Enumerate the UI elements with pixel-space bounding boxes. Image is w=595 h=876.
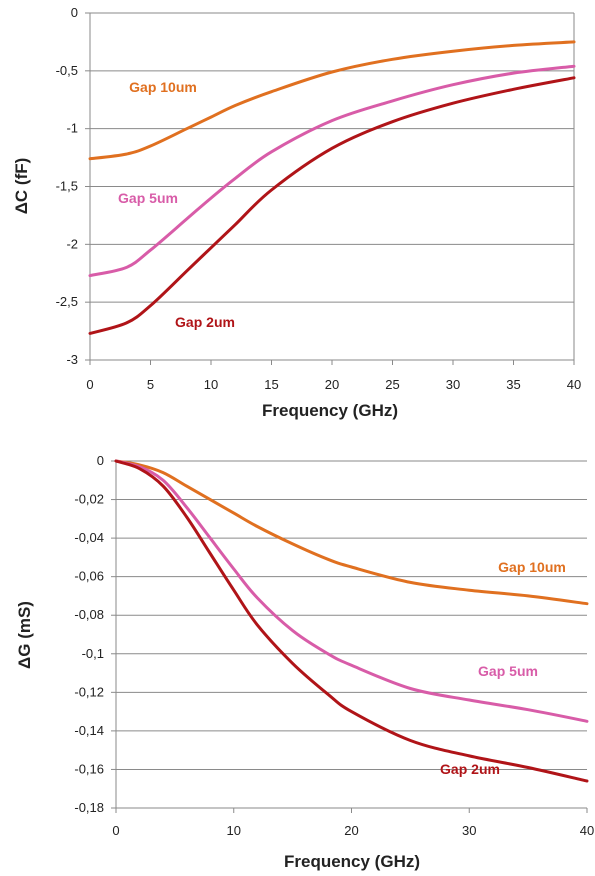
- conductance-y-tick-label: 0: [97, 453, 104, 468]
- capacitance-series-gap-5um: [88, 64, 576, 278]
- conductance-y-tick-label: -0,04: [74, 530, 104, 545]
- capacitance-x-tick-label: 25: [385, 377, 399, 392]
- conductance-y-tick-label: -0,18: [74, 800, 104, 815]
- conductance-y-tick-label: -0,12: [74, 684, 104, 699]
- conductance-series-gap-5um: [114, 459, 589, 723]
- conductance-series-label-gap-5um: Gap 5um: [478, 663, 538, 679]
- conductance-y-tick-label: -0,06: [74, 569, 104, 584]
- capacitance-chart: 0 -0,5 -1 -1,5 -2 -2,5 -3 0 5 10 15 20 25 30 35 40 Frequ…: [12, 5, 581, 420]
- conductance-chart: 0 -0,02 -0,04 -0,06 -0,08 -0,1 -0,12 -0,14 -0,16…: [15, 453, 594, 871]
- conductance-series-gap-10um: [114, 459, 589, 606]
- conductance-y-tick-label: -0,14: [74, 723, 104, 738]
- conductance-x-tick-label: 40: [580, 823, 594, 838]
- capacitance-y-tick-label: -2,5: [56, 294, 78, 309]
- capacitance-series-label-gap-5um: Gap 5um: [118, 190, 178, 206]
- capacitance-x-axis-title: Frequency (GHz): [262, 401, 398, 420]
- capacitance-x-tick-label: 10: [204, 377, 218, 392]
- conductance-series-label-gap-2um: Gap 2um: [440, 761, 500, 777]
- capacitance-gridlines: [90, 12, 575, 360]
- conductance-x-tick-label: 0: [112, 823, 119, 838]
- capacitance-series-label-gap-2um: Gap 2um: [175, 314, 235, 330]
- capacitance-series-label-gap-10um: Gap 10um: [129, 79, 197, 95]
- conductance-x-axis-title: Frequency (GHz): [284, 852, 420, 871]
- conductance-y-tick-label: -0,02: [74, 492, 104, 507]
- capacitance-series-gap-2um: [88, 76, 576, 335]
- conductance-series-gap-2um: [114, 459, 589, 783]
- capacitance-y-tick-label: -1,5: [56, 179, 78, 194]
- capacitance-x-tick-label: 5: [147, 377, 154, 392]
- conductance-y-tick-label: -0,1: [82, 646, 104, 661]
- capacitance-y-tick-label: -1: [66, 121, 78, 136]
- capacitance-y-tick-label: -0,5: [56, 63, 78, 78]
- capacitance-x-tick-label: 40: [567, 377, 581, 392]
- capacitance-x-tick-label: 35: [506, 377, 520, 392]
- conductance-x-tick-label: 30: [462, 823, 476, 838]
- capacitance-series-gap-10um: [88, 40, 576, 161]
- conductance-x-tick-label: 20: [344, 823, 358, 838]
- conductance-series-label-gap-10um: Gap 10um: [498, 559, 566, 575]
- capacitance-x-tick-label: 30: [446, 377, 460, 392]
- conductance-y-tick-label: -0,16: [74, 761, 104, 776]
- conductance-y-tick-label: -0,08: [74, 607, 104, 622]
- capacitance-x-tick-label: 0: [86, 377, 93, 392]
- conductance-gridlines: [116, 460, 587, 770]
- capacitance-y-tick-label: -2: [66, 236, 78, 251]
- conductance-y-axis-title: ΔG (mS): [15, 601, 34, 669]
- capacitance-y-tick-label: 0: [71, 5, 78, 20]
- capacitance-x-tick-label: 20: [325, 377, 339, 392]
- capacitance-y-axis-title: ΔC (fF): [12, 158, 31, 215]
- conductance-x-tick-label: 10: [227, 823, 241, 838]
- capacitance-x-tick-label: 15: [264, 377, 278, 392]
- capacitance-y-tick-label: -3: [66, 352, 78, 367]
